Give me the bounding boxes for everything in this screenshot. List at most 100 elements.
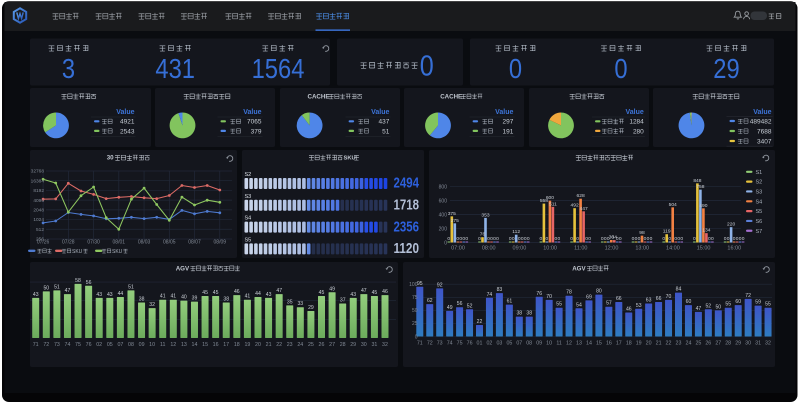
- svg-text:Value: Value: [495, 109, 513, 116]
- svg-text:0: 0: [708, 236, 711, 242]
- svg-text:4921: 4921: [120, 119, 135, 126]
- svg-text:0: 0: [524, 236, 527, 242]
- svg-text:134: 134: [702, 228, 710, 234]
- svg-text:08/05: 08/05: [163, 240, 176, 246]
- svg-text:0: 0: [638, 236, 641, 242]
- svg-text:13: 13: [576, 341, 582, 347]
- svg-text:27: 27: [329, 342, 335, 348]
- svg-text:52: 52: [705, 303, 711, 309]
- svg-text:0: 0: [576, 236, 579, 242]
- svg-text:0: 0: [727, 236, 730, 242]
- svg-text:220: 220: [727, 222, 735, 228]
- svg-text:0: 0: [711, 236, 714, 242]
- svg-text:47: 47: [361, 288, 367, 294]
- svg-text:16: 16: [606, 341, 612, 347]
- svg-text:S5: S5: [245, 237, 252, 243]
- svg-text:08/03: 08/03: [138, 240, 151, 246]
- svg-text:09:00: 09:00: [513, 246, 527, 252]
- svg-text:16:00: 16:00: [727, 246, 741, 252]
- svg-text:56: 56: [86, 280, 92, 286]
- svg-text:0: 0: [487, 236, 490, 242]
- svg-text:191: 191: [503, 128, 514, 135]
- svg-text:12: 12: [170, 342, 176, 348]
- svg-text:16: 16: [213, 342, 219, 348]
- svg-text:S4: S4: [245, 216, 252, 222]
- svg-text:32: 32: [149, 302, 155, 308]
- svg-text:61: 61: [507, 299, 513, 305]
- svg-text:29: 29: [735, 341, 741, 347]
- svg-text:31: 31: [755, 341, 761, 347]
- svg-text:44: 44: [255, 291, 261, 297]
- svg-text:0: 0: [585, 236, 588, 242]
- svg-text:08/07: 08/07: [188, 240, 201, 246]
- svg-text:22: 22: [666, 341, 672, 347]
- svg-text:07/30: 07/30: [87, 240, 100, 246]
- svg-text:848: 848: [693, 178, 701, 184]
- svg-text:40: 40: [181, 295, 187, 301]
- svg-text:13:00: 13:00: [635, 246, 649, 252]
- svg-text:49: 49: [329, 286, 335, 292]
- svg-text:38: 38: [526, 311, 532, 317]
- svg-text:15:00: 15:00: [697, 246, 711, 252]
- svg-text:50: 50: [715, 304, 721, 310]
- svg-text:71: 71: [33, 342, 39, 348]
- svg-text:7688: 7688: [757, 128, 772, 135]
- svg-text:09: 09: [139, 342, 145, 348]
- svg-text:56: 56: [457, 301, 463, 307]
- svg-text:14: 14: [192, 342, 198, 348]
- svg-text:0: 0: [456, 236, 459, 242]
- svg-text:800: 800: [439, 185, 448, 191]
- svg-text:51: 51: [382, 128, 390, 135]
- svg-text:66: 66: [656, 296, 662, 302]
- svg-text:18: 18: [234, 342, 240, 348]
- svg-text:02: 02: [96, 342, 102, 348]
- svg-text:1564: 1564: [252, 53, 305, 84]
- svg-text:60: 60: [686, 299, 692, 305]
- svg-text:17: 17: [223, 342, 229, 348]
- svg-text:7065: 7065: [247, 119, 262, 126]
- svg-text:0: 0: [604, 236, 607, 242]
- svg-text:0: 0: [616, 236, 619, 242]
- svg-text:31: 31: [371, 342, 377, 348]
- svg-text:63: 63: [646, 298, 652, 304]
- svg-text:75: 75: [75, 342, 81, 348]
- svg-text:35: 35: [287, 299, 293, 305]
- svg-text:75: 75: [457, 341, 463, 347]
- svg-text:2543: 2543: [120, 128, 135, 135]
- svg-text:21: 21: [656, 341, 662, 347]
- svg-text:S1: S1: [756, 170, 763, 176]
- svg-text:S2: S2: [756, 180, 763, 186]
- svg-text:437: 437: [379, 119, 390, 126]
- svg-text:52: 52: [467, 303, 473, 309]
- svg-text:46: 46: [382, 289, 388, 295]
- svg-text:0: 0: [724, 236, 727, 242]
- svg-text:45: 45: [319, 290, 325, 296]
- svg-text:59: 59: [755, 300, 761, 306]
- svg-text:0: 0: [680, 236, 683, 242]
- svg-text:512: 512: [36, 227, 44, 233]
- svg-text:72: 72: [745, 293, 751, 299]
- svg-text:0: 0: [496, 236, 499, 242]
- svg-text:98: 98: [639, 230, 645, 236]
- svg-text:15: 15: [202, 342, 208, 348]
- svg-text:43: 43: [350, 292, 356, 298]
- svg-text:379: 379: [251, 128, 262, 135]
- svg-text:07/28: 07/28: [62, 240, 75, 246]
- svg-text:72: 72: [427, 341, 433, 347]
- svg-text:375: 375: [448, 211, 456, 217]
- svg-text:22: 22: [276, 342, 282, 348]
- svg-text:41: 41: [170, 294, 176, 300]
- svg-text:0: 0: [588, 236, 591, 242]
- svg-text:11:00: 11:00: [574, 246, 587, 252]
- svg-text:447: 447: [580, 206, 588, 212]
- svg-text:280: 280: [633, 128, 644, 135]
- svg-text:25: 25: [308, 342, 314, 348]
- svg-text:66: 66: [616, 296, 622, 302]
- svg-text:Value: Value: [626, 109, 644, 116]
- svg-text:55: 55: [725, 302, 731, 308]
- svg-text:SKU: SKU: [112, 249, 123, 255]
- svg-text:45: 45: [372, 290, 378, 296]
- svg-text:76: 76: [480, 232, 486, 238]
- svg-text:73: 73: [437, 341, 443, 347]
- svg-text:0: 0: [619, 236, 622, 242]
